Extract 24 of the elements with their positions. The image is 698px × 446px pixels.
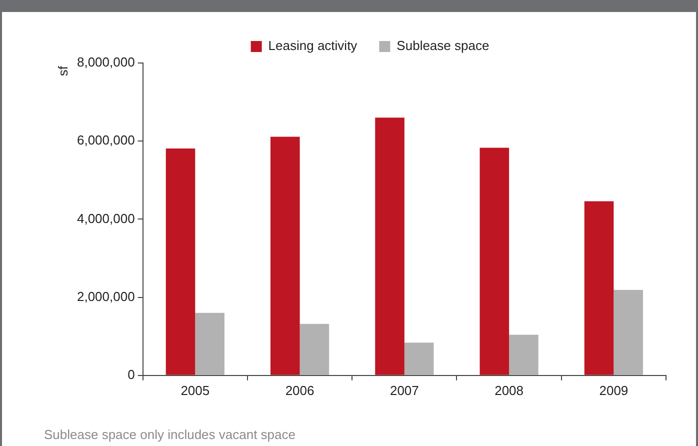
bar xyxy=(480,148,510,375)
y-tick-label: 8,000,000 xyxy=(76,54,135,70)
y-tick-label: 0 xyxy=(128,366,135,382)
bar xyxy=(509,334,538,375)
legend-label: Leasing activity xyxy=(268,38,358,54)
x-tick-label: 2005 xyxy=(180,382,210,398)
y-tick-label: 4,000,000 xyxy=(76,210,135,226)
bar xyxy=(166,148,196,375)
y-tick-label: 2,000,000 xyxy=(76,288,135,304)
x-tick-label: 2006 xyxy=(285,382,314,398)
bar xyxy=(375,118,404,375)
text: Sublease space only includes vacant space xyxy=(44,427,296,442)
y-axis-title: sf xyxy=(56,66,71,76)
x-tick-label: 2007 xyxy=(390,382,419,398)
legend-label: Sublease space xyxy=(396,38,490,54)
bar xyxy=(195,312,224,375)
bar xyxy=(614,290,643,375)
bar xyxy=(404,342,434,375)
y-tick-label: 6,000,000 xyxy=(76,132,135,148)
bar xyxy=(584,201,614,375)
bar xyxy=(300,324,330,375)
bar xyxy=(270,136,300,375)
x-tick-label: 2008 xyxy=(494,382,524,398)
x-tick-label: 2009 xyxy=(599,382,628,398)
